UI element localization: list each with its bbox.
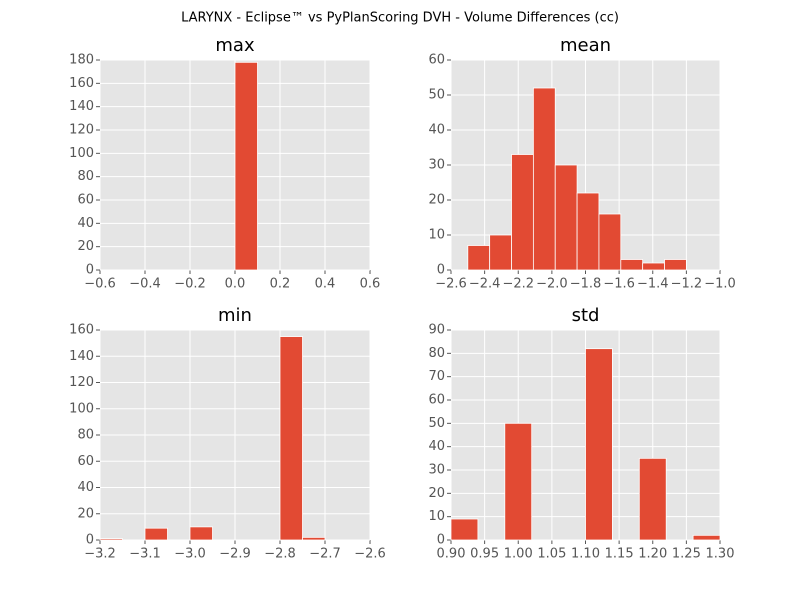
histogram-bar [664,259,687,271]
x-tick-label: −1.2 [671,277,703,292]
subplot-title: max [215,35,255,56]
y-tick-label: 20 [77,239,94,254]
histogram-bar [620,259,644,271]
histogram-bar [99,538,123,541]
y-tick-label: 0 [437,263,445,278]
x-tick-label: 1.10 [571,547,600,562]
x-tick-label: −0.2 [174,277,206,292]
y-tick-label: 180 [69,53,94,68]
x-tick-label: 0.95 [470,547,499,562]
y-tick-label: 40 [77,480,94,495]
x-tick-label: −2.7 [309,547,341,562]
y-tick-label: 10 [428,509,445,524]
y-tick-label: 50 [428,416,445,431]
x-tick-label: 0.6 [360,277,381,292]
y-tick-label: 0 [86,533,94,548]
subplot-title: mean [560,35,611,56]
histogram-bar [692,534,721,541]
histogram-bar [467,245,491,271]
y-tick-label: 140 [69,349,94,364]
x-tick-label: −0.4 [129,277,161,292]
y-tick-label: 40 [428,123,445,138]
histogram-bar [144,527,168,541]
x-tick-label: −2.9 [219,547,251,562]
y-tick-label: 100 [69,401,94,416]
histogram-bar [532,87,556,271]
histogram-bar [450,518,479,541]
x-tick-label: −2.6 [354,547,386,562]
x-tick-label: −0.6 [84,277,116,292]
x-tick-label: −3.2 [84,547,116,562]
y-tick-label: 90 [428,323,445,338]
y-tick-label: 100 [69,146,94,161]
histogram-bar [598,213,622,271]
x-tick-label: −1.0 [704,277,736,292]
y-tick-label: 120 [69,375,94,390]
y-tick-label: 40 [77,216,94,231]
y-tick-label: 80 [77,169,94,184]
y-tick-label: 160 [69,323,94,338]
histogram-bar [638,457,667,541]
x-tick-label: −2.8 [264,547,296,562]
y-tick-label: 80 [428,346,445,361]
histogram-bar [489,234,512,271]
x-tick-label: −1.6 [603,277,635,292]
x-tick-label: 1.05 [537,547,566,562]
x-tick-label: 1.15 [605,547,634,562]
x-tick-label: 1.20 [638,547,667,562]
y-tick-label: 0 [86,263,94,278]
x-tick-label: 1.00 [504,547,533,562]
y-tick-label: 20 [428,193,445,208]
y-tick-label: 60 [428,53,445,68]
x-tick-label: 1.25 [672,547,701,562]
x-tick-label: −2.0 [536,277,568,292]
y-tick-label: 140 [69,99,94,114]
x-tick-label: −2.4 [469,277,501,292]
y-tick-label: 10 [428,228,445,243]
y-tick-label: 80 [77,428,94,443]
x-tick-label: −2.6 [435,277,467,292]
y-tick-label: 30 [428,158,445,173]
histogram-bar [504,422,533,541]
histogram-bar [554,164,578,271]
subplot-title: std [572,305,600,326]
y-tick-label: 50 [428,88,445,103]
histogram-bar [511,154,534,271]
y-tick-label: 40 [428,439,445,454]
histogram-bar [234,61,258,271]
histogram-bar [189,526,213,541]
x-tick-label: −2.2 [502,277,534,292]
histogram-bar [302,536,326,541]
y-tick-label: 30 [428,463,445,478]
y-tick-label: 20 [77,506,94,521]
y-tick-label: 20 [428,486,445,501]
x-tick-label: 0.2 [270,277,291,292]
histogram-bar [642,262,665,271]
y-tick-label: 60 [428,393,445,408]
subplot-title: min [218,305,252,326]
x-tick-label: −3.1 [129,547,161,562]
y-tick-label: 60 [77,454,94,469]
x-tick-label: 0.4 [315,277,336,292]
x-tick-label: −3.0 [174,547,206,562]
y-tick-label: 0 [437,533,445,548]
y-tick-label: 70 [428,369,445,384]
x-tick-label: −1.8 [570,277,602,292]
figure-title: LARYNX - Eclipse™ vs PyPlanScoring DVH -… [181,11,619,26]
histogram-bar [279,336,303,541]
y-tick-label: 60 [77,193,94,208]
histogram-bar [576,192,600,271]
x-tick-label: 1.30 [706,547,735,562]
x-tick-label: −1.4 [637,277,669,292]
x-tick-label: 0.0 [225,277,246,292]
y-tick-label: 120 [69,123,94,138]
y-tick-label: 160 [69,76,94,91]
x-tick-label: 0.90 [437,547,466,562]
histogram-bar [585,348,613,541]
